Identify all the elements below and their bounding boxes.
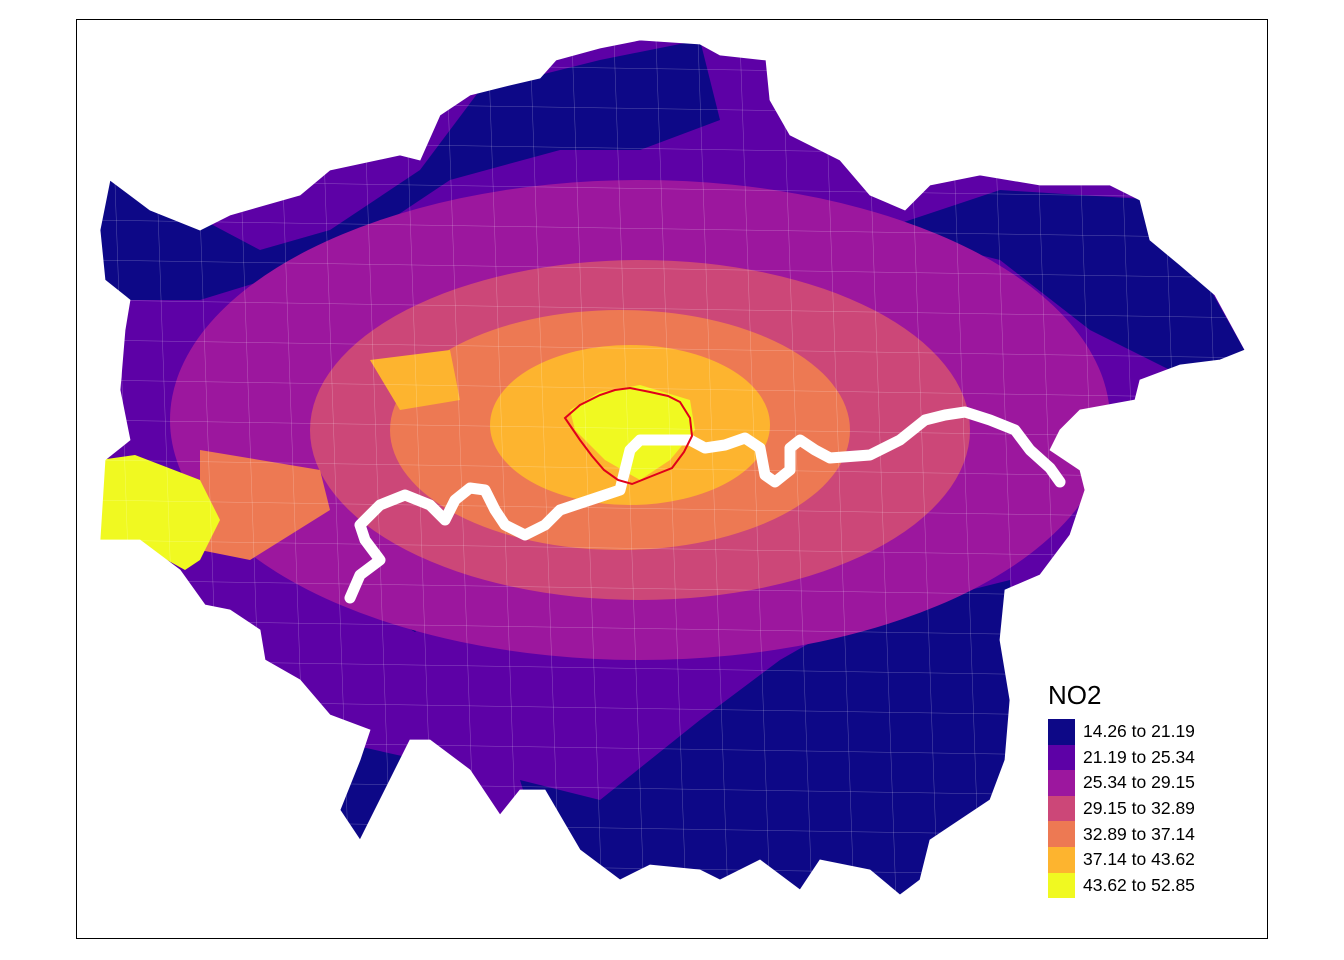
legend-label: 25.34 to 29.15 bbox=[1083, 772, 1195, 793]
legend-swatch bbox=[1048, 744, 1075, 771]
legend-label: 32.89 to 37.14 bbox=[1083, 823, 1195, 844]
legend-swatch bbox=[1048, 795, 1075, 822]
ward-boundary bbox=[1201, 40, 1233, 895]
ward-boundary bbox=[100, 299, 1245, 319]
region-south-low bbox=[520, 580, 1020, 895]
legend-title: NO2 bbox=[1048, 680, 1102, 710]
legend-swatch bbox=[1048, 770, 1075, 796]
ward-boundary bbox=[90, 900, 1260, 918]
region-central-peak bbox=[570, 385, 695, 480]
ward-boundary bbox=[100, 379, 1245, 399]
legend-item: 21.19 to 25.34 bbox=[1048, 744, 1195, 771]
legend-swatch bbox=[1048, 821, 1075, 847]
ward-boundary bbox=[697, 40, 729, 895]
ward-boundary bbox=[529, 40, 561, 895]
region-west-corridor bbox=[200, 450, 330, 560]
ward-boundary bbox=[949, 40, 981, 895]
region-west-hotspot bbox=[370, 350, 460, 410]
ward-boundary bbox=[100, 499, 1245, 519]
ward-boundary bbox=[100, 219, 1245, 239]
legend-label: 21.19 to 25.34 bbox=[1083, 746, 1195, 767]
ward-boundary bbox=[739, 40, 771, 895]
legend-label: 43.62 to 52.85 bbox=[1083, 874, 1195, 895]
legend-item: 37.14 to 43.62 bbox=[1048, 846, 1195, 873]
legend-item: 43.62 to 52.85 bbox=[1048, 872, 1195, 899]
legend-item: 29.15 to 32.89 bbox=[1048, 795, 1195, 822]
legend: NO2 14.26 to 21.19 21.19 to 25.34 25.34 to… bbox=[1048, 680, 1195, 899]
legend-swatch bbox=[1048, 719, 1075, 745]
legend-item: 25.34 to 29.15 bbox=[1048, 770, 1195, 796]
legend-item: 32.89 to 37.14 bbox=[1048, 821, 1195, 847]
ward-boundary bbox=[445, 40, 477, 895]
legend-item: 14.26 to 21.19 bbox=[1048, 719, 1195, 745]
legend-rows: 14.26 to 21.19 21.19 to 25.34 25.34 to 29.… bbox=[1048, 719, 1195, 899]
legend-label: 29.15 to 32.89 bbox=[1083, 798, 1195, 819]
ward-boundary bbox=[100, 459, 1245, 479]
ward-boundary bbox=[823, 40, 855, 895]
region-north-low bbox=[100, 40, 720, 300]
ward-boundary bbox=[1243, 40, 1245, 895]
legend-swatch bbox=[1048, 846, 1075, 873]
highlight-outline bbox=[563, 386, 694, 486]
ward-boundary bbox=[100, 339, 1245, 359]
ward-boundary bbox=[781, 40, 813, 895]
region-southwest-low bbox=[330, 740, 420, 895]
legend-label: 14.26 to 21.19 bbox=[1083, 721, 1195, 742]
ward-boundary bbox=[100, 259, 1245, 279]
ward-boundary bbox=[655, 40, 687, 895]
ward-boundary bbox=[487, 40, 519, 895]
ward-boundary bbox=[571, 40, 603, 895]
ward-boundary bbox=[361, 40, 393, 895]
legend-swatch bbox=[1048, 872, 1075, 899]
legend-label: 37.14 to 43.62 bbox=[1083, 849, 1195, 870]
